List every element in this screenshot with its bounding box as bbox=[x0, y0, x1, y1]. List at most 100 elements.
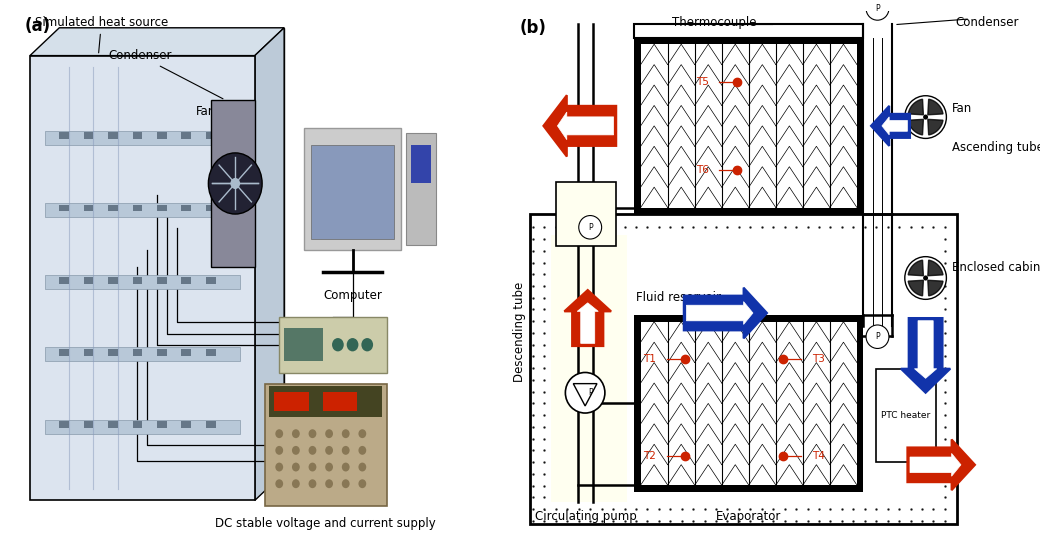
Bar bbox=[634, 38, 641, 214]
Polygon shape bbox=[901, 318, 951, 393]
Circle shape bbox=[292, 446, 300, 455]
Polygon shape bbox=[910, 453, 961, 476]
Bar bbox=[634, 315, 641, 492]
Bar bbox=[264, 384, 387, 506]
Circle shape bbox=[342, 446, 349, 455]
Polygon shape bbox=[565, 290, 612, 346]
Text: P: P bbox=[876, 332, 880, 341]
Bar bbox=[206, 205, 215, 211]
Text: Data acquisition: Data acquisition bbox=[285, 384, 382, 396]
Text: Ascending tube: Ascending tube bbox=[952, 141, 1040, 153]
Text: (b): (b) bbox=[520, 19, 547, 37]
Circle shape bbox=[332, 338, 344, 351]
Circle shape bbox=[346, 338, 359, 351]
Bar bbox=[634, 485, 863, 492]
Circle shape bbox=[359, 429, 366, 438]
Polygon shape bbox=[59, 28, 284, 473]
Bar bbox=[634, 315, 863, 322]
Polygon shape bbox=[255, 28, 284, 500]
Bar bbox=[157, 421, 166, 428]
Circle shape bbox=[292, 463, 300, 471]
Bar bbox=[133, 277, 142, 284]
Bar bbox=[45, 131, 240, 145]
Circle shape bbox=[309, 429, 316, 438]
Bar bbox=[634, 207, 863, 214]
Polygon shape bbox=[908, 99, 924, 115]
Circle shape bbox=[359, 463, 366, 471]
Polygon shape bbox=[30, 28, 284, 56]
Circle shape bbox=[276, 429, 283, 438]
Bar bbox=[206, 277, 215, 284]
Circle shape bbox=[231, 178, 240, 189]
Circle shape bbox=[905, 257, 946, 299]
Text: Enclosed cabinet: Enclosed cabinet bbox=[952, 261, 1040, 274]
Bar bbox=[411, 145, 431, 183]
Bar bbox=[108, 277, 118, 284]
Circle shape bbox=[578, 381, 601, 405]
Bar bbox=[857, 38, 863, 214]
Circle shape bbox=[361, 338, 373, 351]
Text: T6: T6 bbox=[696, 165, 709, 175]
Circle shape bbox=[292, 429, 300, 438]
Circle shape bbox=[342, 429, 349, 438]
Circle shape bbox=[326, 463, 333, 471]
Text: PTC heater: PTC heater bbox=[882, 411, 931, 420]
Circle shape bbox=[359, 446, 366, 455]
Bar bbox=[108, 205, 118, 211]
Bar bbox=[59, 421, 69, 428]
Bar bbox=[45, 348, 240, 361]
Text: P: P bbox=[876, 4, 880, 13]
Text: Thermocouple: Thermocouple bbox=[672, 17, 757, 29]
Text: T2: T2 bbox=[644, 451, 656, 461]
Text: Simulated heat source: Simulated heat source bbox=[35, 16, 168, 53]
Polygon shape bbox=[686, 301, 753, 324]
Bar bbox=[108, 421, 118, 428]
Text: Condenser: Condenser bbox=[108, 49, 223, 99]
Polygon shape bbox=[872, 106, 910, 146]
Bar bbox=[84, 132, 94, 139]
Bar bbox=[84, 421, 94, 428]
Bar bbox=[641, 44, 857, 207]
Text: T3: T3 bbox=[812, 354, 825, 364]
Bar bbox=[641, 322, 857, 485]
Bar bbox=[634, 24, 863, 38]
Bar bbox=[108, 349, 118, 356]
Text: Condenser: Condenser bbox=[956, 17, 1019, 29]
Bar bbox=[323, 392, 358, 411]
Bar bbox=[182, 205, 191, 211]
Bar bbox=[108, 132, 118, 139]
Text: DC stable voltage and current supply: DC stable voltage and current supply bbox=[215, 517, 436, 530]
Text: Descending tube: Descending tube bbox=[514, 281, 526, 381]
Bar bbox=[59, 205, 69, 211]
Circle shape bbox=[276, 446, 283, 455]
Polygon shape bbox=[557, 112, 614, 140]
Bar bbox=[45, 203, 240, 217]
Text: Computer: Computer bbox=[323, 289, 382, 302]
Text: (a): (a) bbox=[25, 17, 51, 34]
Polygon shape bbox=[928, 280, 943, 296]
Polygon shape bbox=[928, 260, 943, 276]
Text: T4: T4 bbox=[812, 451, 825, 461]
Bar bbox=[551, 235, 626, 502]
Circle shape bbox=[905, 96, 946, 138]
Circle shape bbox=[309, 479, 316, 488]
Polygon shape bbox=[914, 321, 937, 378]
Bar bbox=[311, 145, 394, 239]
Circle shape bbox=[924, 115, 928, 120]
Bar bbox=[634, 38, 863, 44]
Bar bbox=[45, 275, 240, 289]
Bar bbox=[182, 277, 191, 284]
Text: Fluid reservoir: Fluid reservoir bbox=[636, 291, 721, 304]
Bar bbox=[206, 132, 215, 139]
Bar bbox=[133, 349, 142, 356]
Text: P: P bbox=[588, 388, 593, 397]
Circle shape bbox=[326, 429, 333, 438]
Bar bbox=[133, 205, 142, 211]
Text: Fan: Fan bbox=[952, 102, 971, 115]
Circle shape bbox=[309, 446, 316, 455]
Bar bbox=[407, 133, 436, 245]
Bar bbox=[59, 132, 69, 139]
Circle shape bbox=[359, 479, 366, 488]
Text: Fan: Fan bbox=[197, 105, 243, 165]
Polygon shape bbox=[908, 280, 924, 296]
